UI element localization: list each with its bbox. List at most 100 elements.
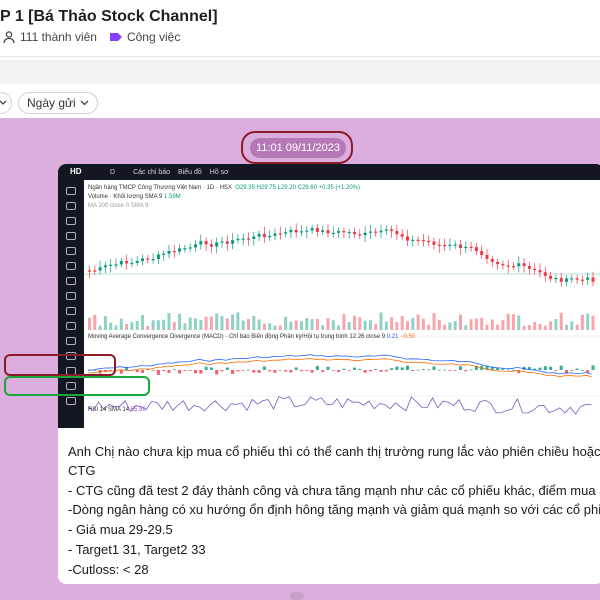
candle-body [337, 231, 341, 233]
volume-bar [443, 324, 447, 330]
macd-histogram-bar [156, 370, 160, 375]
candle-body [88, 270, 91, 272]
chart-logo: HD [70, 167, 82, 176]
macd-histogram-bar [209, 367, 213, 370]
candle-body [363, 232, 367, 236]
macd-histogram-bar [421, 369, 425, 370]
candle-body [591, 277, 595, 282]
candle-body [278, 233, 282, 235]
volume-bar [342, 314, 346, 330]
candle-body [443, 245, 447, 247]
message-line: - Target1 31, Target2 33 [68, 542, 206, 557]
group-title[interactable]: P 1 [Bá Thảo Stock Channel] [0, 8, 218, 25]
candle-body [533, 268, 537, 271]
volume-bar [294, 320, 298, 330]
candle-body [353, 231, 356, 235]
volume-bar [331, 320, 335, 330]
volume-bar [368, 320, 372, 330]
volume-bar [363, 320, 367, 330]
candle-body [580, 279, 584, 281]
message-bubble[interactable]: HD D Các chỉ báo Biểu đồ Hồ sơ Ngân hàng… [58, 164, 600, 584]
volume-bar [490, 319, 494, 330]
candle-body [517, 263, 521, 267]
macd-histogram-bar [353, 367, 356, 370]
macd-histogram-bar [448, 370, 452, 371]
volume-bar [533, 321, 537, 330]
chevron-down-icon [0, 100, 7, 105]
tag-icon [109, 30, 123, 44]
candlestick-plot [84, 223, 600, 415]
macd-histogram-bar [199, 370, 203, 374]
group-header: P 1 [Bá Thảo Stock Channel] 111 thành vi… [0, 0, 600, 52]
volume-bar [517, 315, 521, 330]
volume-bar [114, 325, 118, 330]
volume-bar [496, 324, 500, 330]
candle-body [273, 233, 277, 236]
volume-bar [257, 319, 261, 330]
macd-histogram-bar [554, 370, 558, 371]
volume-bar [225, 318, 229, 330]
message-timestamp: 11:01 09/11/2023 [250, 138, 346, 158]
macd-histogram-bar [512, 369, 515, 371]
macd-label: Moving Average Convergence Divergence (M… [88, 334, 415, 340]
volume-bar [353, 315, 356, 330]
macd-histogram-bar [437, 369, 441, 371]
macd-histogram-bar [591, 365, 595, 370]
macd-histogram-bar [247, 369, 250, 371]
macd-histogram-bar [294, 367, 298, 370]
volume-bar [459, 314, 462, 330]
volume-bar [188, 317, 192, 330]
macd-histogram-bar [220, 370, 224, 372]
volume-bar [427, 324, 431, 330]
candle-body [236, 238, 240, 241]
volume-bar [199, 320, 203, 330]
macd-histogram-bar [443, 369, 447, 371]
macd-value-2: −0.50 [400, 334, 416, 340]
macd-histogram-bar [570, 370, 574, 371]
message-line: - Giá mua 29-29.5 [68, 522, 173, 537]
macd-histogram-bar [506, 369, 510, 371]
macd-histogram-bar [337, 370, 341, 372]
candle-body [289, 230, 293, 233]
volume-bar [141, 314, 144, 330]
candle-body [395, 231, 399, 235]
volume-bar [384, 321, 388, 330]
category-label[interactable]: Công việc [126, 30, 181, 44]
candle-body [199, 241, 203, 245]
scroll-indicator[interactable] [290, 592, 304, 600]
candle-body [220, 241, 224, 243]
candle-body [172, 251, 176, 253]
sort-date-dropdown[interactable]: Ngày gửi [18, 92, 98, 114]
message-line: -Dòng ngân hàng có xu hướng ổn định hông… [68, 502, 600, 517]
group-meta: 111 thành viên Công việc [2, 30, 180, 44]
volume-bar [543, 325, 547, 330]
chart-toolbar-item: Hồ sơ [209, 168, 229, 176]
macd-histogram-bar [326, 366, 330, 370]
macd-histogram-bar [125, 367, 129, 370]
macd-histogram-bar [215, 370, 219, 375]
volume-bar [390, 317, 394, 330]
volume-bar [103, 316, 107, 330]
macd-histogram-bar [453, 370, 457, 371]
chart-image[interactable]: HD D Các chỉ báo Biểu đồ Hồ sơ Ngân hàng… [58, 164, 600, 428]
candle-body [305, 230, 309, 232]
candle-body [294, 230, 298, 233]
candle-body [453, 244, 457, 246]
candle-body [347, 231, 351, 234]
macd-histogram-bar [225, 367, 229, 370]
member-count[interactable]: 111 thành viên [20, 30, 97, 44]
volume-bar [575, 324, 579, 330]
macd-histogram-bar [151, 370, 155, 371]
candle-body [427, 240, 431, 243]
candle-body [310, 228, 314, 231]
macd-histogram-bar [257, 370, 261, 373]
candle-body [194, 244, 197, 248]
macd-histogram-bar [135, 370, 139, 373]
volume-bar [241, 320, 245, 330]
candle-body [522, 263, 526, 267]
volume-bar [151, 320, 155, 330]
volume-bar [146, 325, 150, 330]
macd-histogram-bar [549, 366, 553, 370]
macd-histogram-bar [363, 370, 367, 373]
filter-chip-partial[interactable] [0, 92, 12, 114]
